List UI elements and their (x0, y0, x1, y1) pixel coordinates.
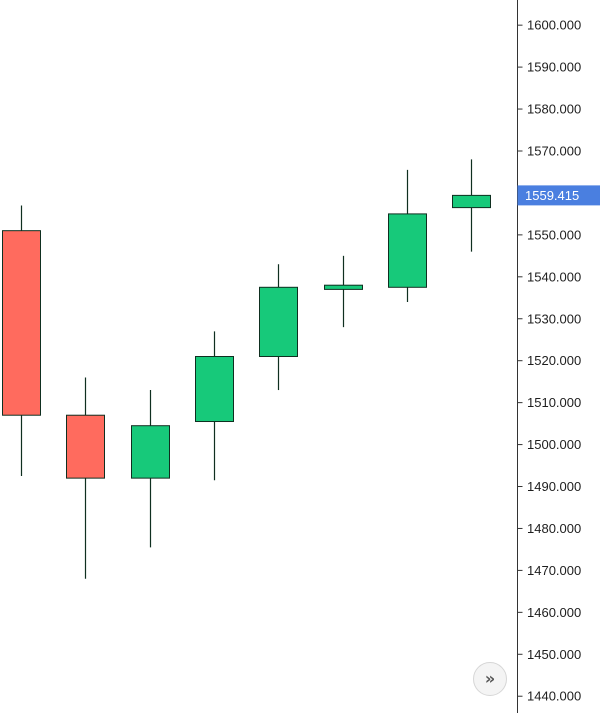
price-axis-tick-label: 1530.000 (527, 311, 581, 326)
candle[interactable] (324, 255, 363, 328)
price-axis-tick-label: 1520.000 (527, 353, 581, 368)
candle-body-up (131, 425, 170, 479)
price-axis-tick-label: 1460.000 (527, 605, 581, 620)
candle[interactable] (388, 169, 427, 302)
price-axis-tick-label: 1480.000 (527, 521, 581, 536)
double-chevron-right-icon: » (484, 669, 496, 688)
scroll-to-latest-button[interactable]: » (473, 662, 507, 696)
candle-body-up (452, 194, 491, 209)
candle-body-up (324, 284, 363, 290)
price-axis-tick-label: 1570.000 (527, 143, 581, 158)
price-axis-tick-label: 1540.000 (527, 269, 581, 284)
candle[interactable] (131, 390, 170, 548)
candle-body-down (66, 414, 105, 479)
candle[interactable] (452, 159, 491, 252)
candle[interactable] (259, 264, 298, 391)
price-axis-tick-label: 1510.000 (527, 395, 581, 410)
candle-body-up (259, 286, 298, 357)
price-axis-tick-label: 1600.000 (527, 18, 581, 33)
candle[interactable] (66, 377, 105, 579)
price-axis-tick-label: 1450.000 (527, 647, 581, 662)
price-axis-tick-label: 1440.000 (527, 689, 581, 704)
price-axis-tick-label: 1580.000 (527, 102, 581, 117)
last-price-label-bg (517, 185, 600, 206)
candle-body-down (2, 230, 41, 416)
candle[interactable] (195, 331, 234, 481)
price-axis-tick-label: 1550.000 (527, 227, 581, 242)
last-price-label: 1559.415 (525, 188, 579, 203)
price-axis-tick-label: 1470.000 (527, 563, 581, 578)
candle[interactable] (2, 205, 41, 477)
candle-body-up (195, 356, 234, 423)
candle-body-up (388, 213, 427, 288)
price-axis-tick-label: 1590.000 (527, 60, 581, 75)
price-axis-tick-label: 1490.000 (527, 479, 581, 494)
price-axis-tick-label: 1500.000 (527, 437, 581, 452)
